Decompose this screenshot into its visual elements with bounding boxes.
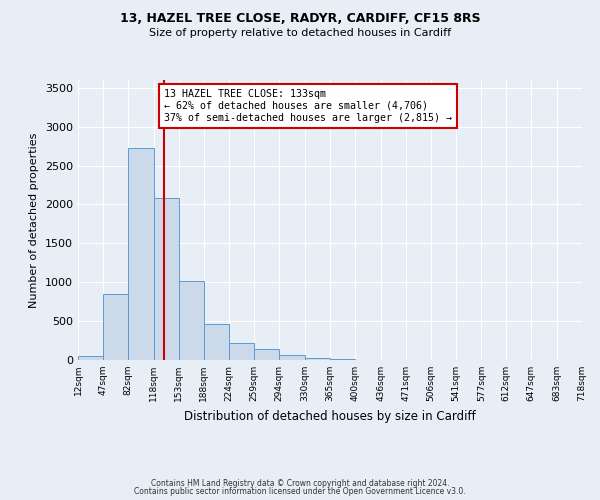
Bar: [203, 324, 229, 360]
Bar: [128, 148, 154, 360]
Bar: [305, 358, 330, 360]
Text: 13, HAZEL TREE CLOSE, RADYR, CARDIFF, CF15 8RS: 13, HAZEL TREE CLOSE, RADYR, CARDIFF, CF…: [119, 12, 481, 26]
Bar: [154, 198, 179, 360]
Bar: [179, 282, 203, 360]
Text: Contains HM Land Registry data © Crown copyright and database right 2024.: Contains HM Land Registry data © Crown c…: [151, 478, 449, 488]
Text: Contains public sector information licensed under the Open Government Licence v3: Contains public sector information licen…: [134, 487, 466, 496]
Y-axis label: Number of detached properties: Number of detached properties: [29, 132, 40, 308]
Bar: [78, 356, 103, 360]
Bar: [254, 348, 280, 360]
Bar: [330, 359, 355, 360]
Text: 13 HAZEL TREE CLOSE: 133sqm
← 62% of detached houses are smaller (4,706)
37% of : 13 HAZEL TREE CLOSE: 133sqm ← 62% of det…: [164, 90, 452, 122]
Bar: [280, 356, 305, 360]
X-axis label: Distribution of detached houses by size in Cardiff: Distribution of detached houses by size …: [184, 410, 476, 422]
Text: Size of property relative to detached houses in Cardiff: Size of property relative to detached ho…: [149, 28, 451, 38]
Bar: [103, 294, 128, 360]
Bar: [229, 344, 254, 360]
